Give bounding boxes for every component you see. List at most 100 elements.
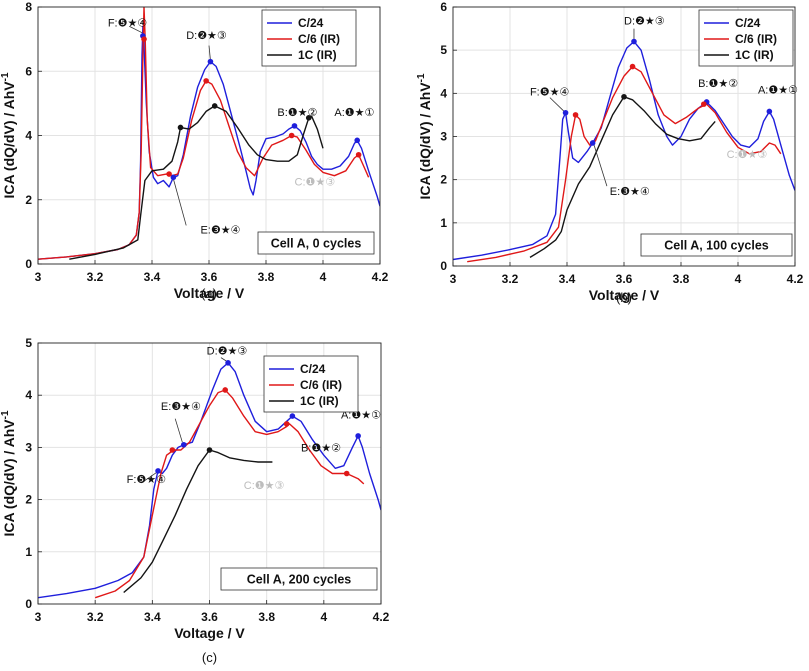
peak-marker bbox=[629, 63, 636, 70]
peak-annotation-label: D:❷★③ bbox=[207, 345, 248, 357]
peak-marker bbox=[589, 140, 596, 146]
peak-marker bbox=[225, 360, 231, 366]
x-tick-label: 3 bbox=[35, 270, 42, 284]
x-tick-label: 3.4 bbox=[559, 272, 576, 286]
legend-box bbox=[263, 355, 359, 413]
chart-panel-b-100-cycles: 3 3.2 3.4 3.6 3.8 4 4.2 0 1 2 3 4 5 6 Voltage / V ICA (… bbox=[416, 0, 804, 305]
legend-entry-label: C/24 bbox=[298, 16, 324, 30]
x-tick-label: 4 bbox=[735, 272, 742, 286]
peak-marker bbox=[169, 447, 176, 453]
x-tick-label: 3.4 bbox=[144, 270, 161, 284]
peak-annotation-label: D:❷★③ bbox=[624, 15, 665, 27]
x-tick-label: 3.8 bbox=[258, 270, 275, 284]
peak-marker bbox=[355, 151, 362, 158]
legend: C/24 C/6 (IR) 1C (IR) bbox=[261, 9, 357, 67]
y-tick-label: 2 bbox=[25, 493, 32, 507]
x-tick-label: 3.2 bbox=[502, 272, 519, 286]
cell-label-frame bbox=[220, 567, 378, 591]
peak-annotation-label: F:❺★④ bbox=[127, 474, 166, 486]
legend-box bbox=[698, 9, 794, 67]
series-line-1c-ir bbox=[123, 449, 273, 594]
peak-marker bbox=[206, 447, 213, 453]
peak-annotation-label: A:❶★① bbox=[341, 410, 381, 422]
peak-marker bbox=[562, 109, 569, 116]
y-axis-label-group: ICA (dQ/dV) / AhV-1 bbox=[0, 410, 17, 537]
peak-annotation-label: E:❸★④ bbox=[200, 224, 240, 236]
peak-marker bbox=[291, 123, 298, 129]
y-tick-label: 0 bbox=[25, 257, 32, 271]
peak-marker bbox=[155, 468, 161, 474]
peak-marker bbox=[170, 174, 177, 181]
y-axis-label-main: ICA (dQ/dV) / AhV bbox=[1, 419, 17, 537]
peak-marker bbox=[203, 78, 209, 84]
peak-annotation-label: B:❶★② bbox=[698, 78, 738, 90]
peak-marker bbox=[354, 137, 361, 144]
legend-entry-label: C/6 (IR) bbox=[735, 32, 777, 46]
legend: C/24 C/6 (IR) 1C (IR) bbox=[263, 355, 359, 413]
y-axis-label-superscript: -1 bbox=[416, 73, 427, 82]
legend-entry-label: C/6 (IR) bbox=[298, 32, 340, 46]
peak-marker bbox=[211, 103, 218, 109]
peak-marker bbox=[355, 433, 361, 439]
peak-marker bbox=[766, 108, 773, 115]
y-tick-label: 3 bbox=[440, 130, 447, 144]
peak-annotation-label: A:❶★① bbox=[334, 107, 374, 119]
x-tick-label: 3.4 bbox=[144, 610, 161, 624]
legend-entry-label: C/6 (IR) bbox=[300, 378, 342, 392]
y-axis-label-main: ICA (dQ/dV) / AhV bbox=[417, 82, 433, 200]
series-line-c-24 bbox=[453, 40, 795, 261]
peak-marker bbox=[141, 36, 147, 42]
peak-annotation-label: A:❶★① bbox=[758, 84, 798, 96]
cell-label-frame bbox=[640, 233, 793, 257]
y-tick-label: 2 bbox=[25, 193, 32, 207]
peak-annotation-label: E:❸★④ bbox=[161, 401, 201, 413]
x-tick-label: 3.2 bbox=[87, 270, 104, 284]
peak-marker bbox=[180, 441, 187, 448]
peak-annotation-label: B:❶★② bbox=[301, 443, 341, 455]
peak-annotation-label: C:❶★③ bbox=[244, 480, 285, 492]
peak-marker bbox=[305, 115, 312, 121]
x-tick-label: 4.2 bbox=[787, 272, 804, 286]
y-tick-label: 8 bbox=[25, 0, 32, 14]
x-tick-label: 3 bbox=[450, 272, 457, 286]
x-tick-label: 4.2 bbox=[372, 270, 389, 284]
peak-annotation-label: D:❷★③ bbox=[186, 30, 227, 42]
x-tick-label: 4 bbox=[320, 610, 327, 624]
peak-marker bbox=[222, 387, 229, 393]
x-tick-label: 3.6 bbox=[201, 270, 218, 284]
y-tick-label: 4 bbox=[440, 86, 447, 100]
cell-label-box: Cell A, 0 cycles bbox=[257, 231, 375, 255]
peak-marker bbox=[166, 171, 172, 177]
peak-marker bbox=[288, 132, 295, 139]
peak-annotation-label: B:❶★② bbox=[277, 107, 317, 119]
cell-label-frame bbox=[257, 231, 375, 255]
legend-entry-label: 1C (IR) bbox=[300, 394, 339, 408]
x-tick-label: 3.8 bbox=[673, 272, 690, 286]
annotation-leader-line bbox=[143, 472, 157, 482]
y-tick-label: 5 bbox=[440, 43, 447, 57]
annotation-leader-line bbox=[220, 357, 227, 362]
annotation-leader-line bbox=[129, 25, 143, 34]
x-tick-label: 4.2 bbox=[373, 610, 390, 624]
y-axis-label: ICA (dQ/dV) / AhV-1 bbox=[416, 73, 433, 200]
y-axis-label-superscript: -1 bbox=[0, 410, 11, 419]
y-tick-label: 4 bbox=[25, 388, 32, 402]
cell-label: Cell A, 0 cycles bbox=[271, 237, 362, 251]
y-axis-label-superscript: -1 bbox=[0, 72, 11, 81]
series-line-1c-ir bbox=[69, 105, 324, 260]
y-tick-label: 2 bbox=[440, 173, 447, 187]
y-tick-label: 5 bbox=[25, 336, 32, 350]
x-axis-label: Voltage / V bbox=[174, 285, 245, 301]
annotation-leader-line bbox=[549, 97, 565, 112]
peak-marker bbox=[289, 413, 296, 419]
x-axis-label: Voltage / V bbox=[589, 287, 660, 303]
peak-annotation-label: F:❺★④ bbox=[530, 86, 569, 98]
cell-label-box: Cell A, 200 cycles bbox=[220, 567, 378, 591]
panel-label: (c) bbox=[202, 650, 217, 665]
peak-marker bbox=[701, 101, 707, 107]
x-tick-label: 3.8 bbox=[258, 610, 275, 624]
x-tick-label: 3.6 bbox=[616, 272, 633, 286]
x-tick-label: 3 bbox=[35, 610, 42, 624]
legend: C/24 C/6 (IR) 1C (IR) bbox=[698, 9, 794, 67]
